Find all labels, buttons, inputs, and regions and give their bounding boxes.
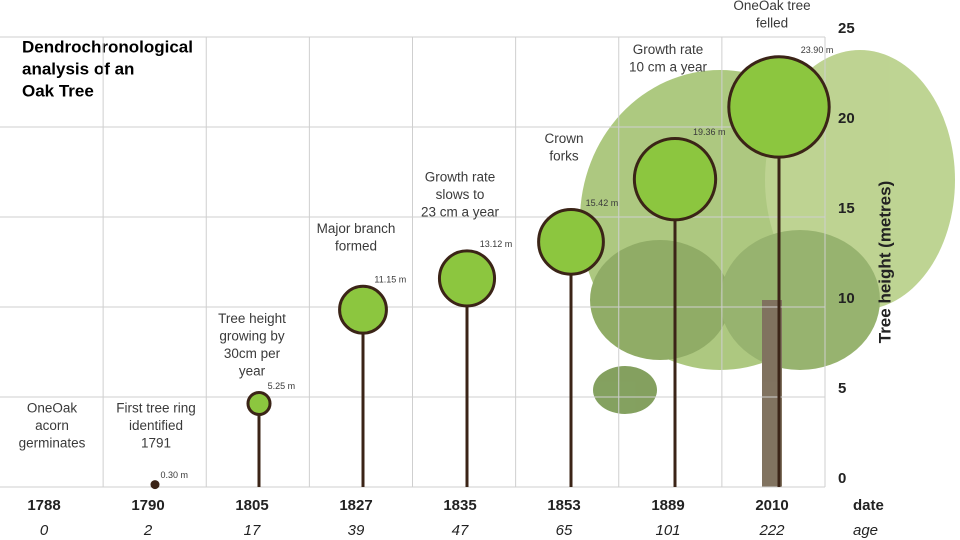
age-label: 39 bbox=[348, 522, 365, 539]
y-tick-label: 25 bbox=[838, 20, 855, 37]
value-label: 15.42 m bbox=[586, 198, 619, 208]
annotation: growing by bbox=[219, 329, 285, 344]
crown bbox=[727, 55, 831, 159]
crown bbox=[537, 207, 605, 276]
chart-title: Dendrochronological bbox=[22, 37, 193, 56]
annotation: germinates bbox=[19, 436, 86, 451]
x-tick-label: 1790 bbox=[131, 497, 164, 514]
annotation: felled bbox=[756, 16, 788, 31]
age-label: 47 bbox=[452, 522, 469, 539]
annotation: year bbox=[239, 364, 266, 379]
y-tick-label: 10 bbox=[838, 290, 855, 307]
annotation: slows to bbox=[436, 187, 485, 202]
crown bbox=[338, 284, 388, 335]
crown bbox=[632, 137, 718, 222]
annotation: 1791 bbox=[141, 436, 171, 451]
annotation: OneOak bbox=[27, 401, 78, 416]
annotation: First tree ring bbox=[116, 401, 196, 416]
x-tick-label: 1835 bbox=[443, 497, 476, 514]
age-label: 222 bbox=[758, 522, 785, 539]
value-label: 23.90 m bbox=[801, 45, 834, 55]
annotation: Growth rate bbox=[633, 42, 704, 57]
annotation: acorn bbox=[35, 418, 69, 433]
x-tick-label: 1889 bbox=[651, 497, 684, 514]
age-label: 0 bbox=[40, 522, 49, 539]
value-label: 11.15 m bbox=[374, 275, 406, 285]
value-label: 0.30 m bbox=[160, 470, 188, 480]
value-label: 19.36 m bbox=[693, 127, 726, 137]
crown bbox=[246, 391, 272, 417]
annotation: forks bbox=[549, 149, 579, 164]
age-label: 2 bbox=[143, 522, 153, 539]
value-label: 13.12 m bbox=[480, 239, 513, 249]
age-label: 101 bbox=[655, 522, 680, 539]
y-tick-label: 0 bbox=[838, 470, 846, 487]
annotation: Growth rate bbox=[425, 170, 496, 185]
chart-title: analysis of an bbox=[22, 59, 134, 78]
y-axis-label: Tree height (metres) bbox=[875, 181, 894, 344]
crown bbox=[437, 249, 497, 308]
y-tick-label: 15 bbox=[838, 200, 855, 217]
annotation: identified bbox=[129, 418, 183, 433]
x-tick-label: 1827 bbox=[339, 497, 372, 514]
annotation: formed bbox=[335, 239, 377, 254]
x-tick-label: 1788 bbox=[27, 497, 60, 514]
y-tick-label: 5 bbox=[838, 380, 846, 397]
crown bbox=[150, 480, 160, 490]
y-tick-label: 20 bbox=[838, 110, 855, 127]
x-tick-label: 1853 bbox=[547, 497, 580, 514]
x-tick-label: 2010 bbox=[755, 497, 788, 514]
annotation: 10 cm a year bbox=[629, 60, 708, 75]
age-label: 17 bbox=[244, 522, 261, 539]
annotation: Major branch bbox=[317, 221, 396, 236]
value-label: 5.25 m bbox=[268, 381, 296, 391]
age-axis-label: age bbox=[853, 522, 878, 539]
annotation: 30cm per bbox=[224, 346, 281, 361]
x-tick-label: 1805 bbox=[235, 497, 268, 514]
x-axis-label: date bbox=[853, 497, 884, 514]
annotation: OneOak tree bbox=[733, 0, 810, 13]
chart-title: Oak Tree bbox=[22, 81, 94, 100]
age-label: 65 bbox=[556, 522, 573, 539]
annotation: Tree height bbox=[218, 311, 286, 326]
annotation: Crown bbox=[544, 131, 583, 146]
annotation: 23 cm a year bbox=[421, 205, 500, 220]
